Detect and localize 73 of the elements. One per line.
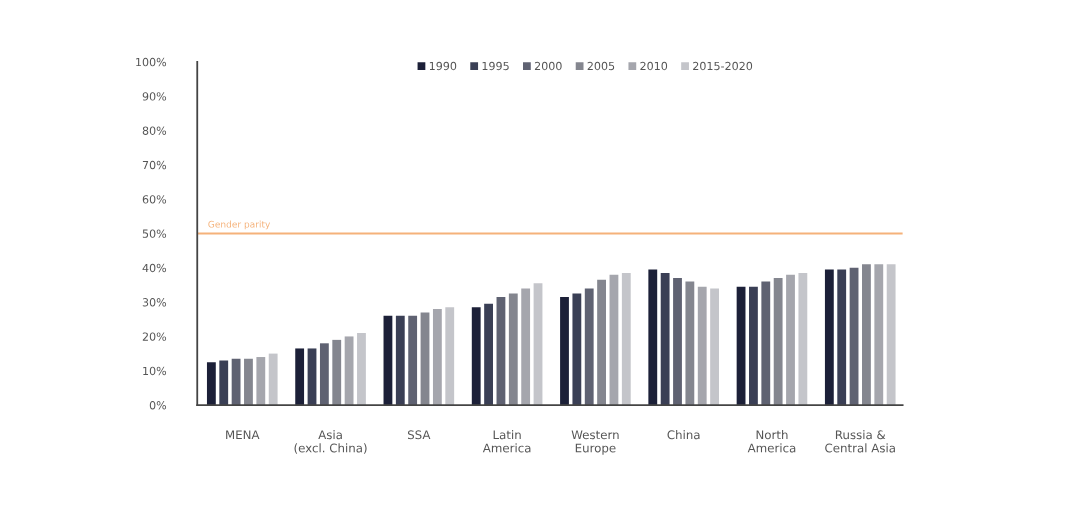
bar	[231, 358, 241, 406]
y-tick-label: 80%	[142, 126, 167, 135]
bar	[736, 286, 746, 406]
bar	[886, 264, 896, 406]
y-tick-label: 50%	[142, 229, 167, 238]
bar	[256, 357, 266, 406]
bar	[761, 281, 771, 406]
y-tick-label: 100%	[136, 57, 167, 67]
bar	[697, 286, 707, 406]
bar	[597, 279, 606, 406]
bar	[332, 339, 342, 406]
bar	[508, 293, 518, 406]
bar	[357, 333, 366, 406]
x-tick-label: Asia (excl. China)	[294, 430, 367, 454]
x-tick-label: China	[667, 430, 700, 440]
bar	[824, 269, 834, 406]
x-tick-label: North America	[747, 430, 796, 453]
bar	[862, 264, 871, 406]
bar	[307, 348, 317, 406]
bar	[749, 286, 758, 406]
y-tick-label: 10%	[143, 366, 167, 376]
bar	[621, 272, 631, 406]
x-tick-label: Russia & Central Asia	[825, 430, 895, 453]
bar	[648, 269, 658, 406]
bar	[533, 283, 543, 406]
x-tick-label: Latin America	[482, 430, 531, 453]
y-tick-label: 60%	[142, 195, 167, 204]
x-tick-label: SSA	[407, 430, 431, 440]
bar	[837, 269, 847, 406]
y-tick-label: 0%	[149, 401, 167, 410]
bar	[295, 348, 305, 406]
legend-label: 2000	[534, 61, 562, 71]
y-tick-label: 90%	[142, 92, 167, 101]
legend-label: 2015-2020	[693, 61, 753, 71]
bar	[521, 288, 531, 406]
bar	[484, 303, 493, 406]
bar	[710, 288, 719, 406]
bar	[874, 264, 884, 406]
bar	[849, 267, 859, 406]
bar	[673, 278, 682, 406]
bar	[445, 307, 455, 406]
legend-label: 1990	[429, 61, 457, 71]
bar	[798, 272, 808, 406]
bar	[572, 293, 582, 406]
legend-label: 2010	[640, 61, 668, 71]
bar	[773, 278, 783, 406]
bar	[206, 362, 216, 406]
x-tick-label: MENA	[226, 430, 260, 440]
y-tick-label: 20%	[142, 332, 167, 341]
bar	[786, 274, 795, 406]
bar	[319, 343, 329, 406]
bar	[420, 312, 430, 406]
bar	[219, 360, 229, 406]
legend-label: 1995	[482, 61, 509, 71]
ref-line-label: Gender parity	[208, 220, 271, 230]
y-tick-label: 30%	[142, 298, 167, 307]
legend-label: 2005	[587, 61, 615, 71]
bar	[560, 296, 569, 406]
bar	[244, 358, 253, 406]
bar	[432, 308, 442, 406]
bar	[496, 296, 506, 406]
bar	[685, 281, 695, 406]
bar	[660, 272, 670, 406]
bar	[268, 353, 278, 406]
y-tick-label: 40%	[142, 263, 167, 273]
bar	[471, 307, 481, 406]
bar	[609, 274, 619, 406]
bar	[408, 315, 418, 406]
bar	[395, 315, 405, 406]
bar	[344, 336, 354, 406]
x-tick-label: Western Europe	[571, 430, 619, 455]
bar	[584, 288, 594, 406]
y-tick-label: 70%	[142, 160, 167, 170]
